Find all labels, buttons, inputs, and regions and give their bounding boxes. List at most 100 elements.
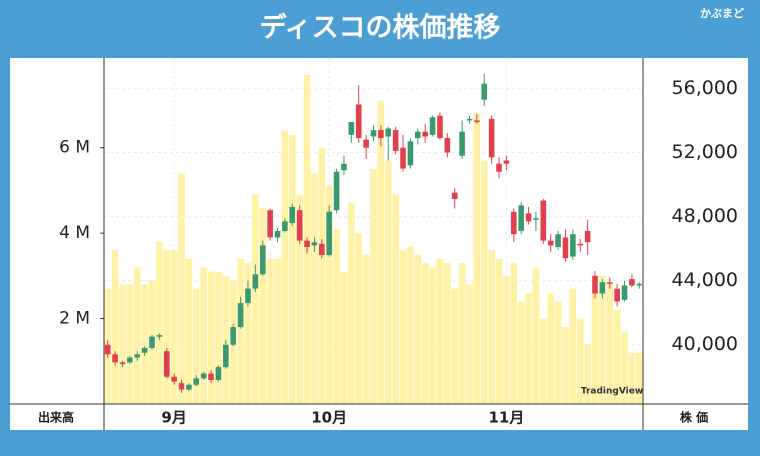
candle-body bbox=[407, 141, 414, 166]
volume-bar bbox=[384, 160, 392, 404]
volume-bar bbox=[584, 344, 591, 404]
volume-bar bbox=[170, 250, 178, 404]
candle-body bbox=[252, 274, 259, 289]
candle-body bbox=[592, 275, 598, 294]
volume-bar bbox=[133, 267, 141, 404]
volume-bar bbox=[562, 327, 569, 404]
candle-body bbox=[606, 282, 613, 284]
volume-bar bbox=[547, 292, 555, 404]
volume-bar bbox=[539, 318, 547, 404]
candle-body bbox=[392, 130, 399, 151]
candle-body bbox=[577, 243, 584, 246]
volume-bar bbox=[399, 250, 407, 404]
volume-bar bbox=[599, 275, 606, 404]
volume-bar bbox=[576, 318, 584, 404]
volume-bar bbox=[392, 194, 399, 404]
y2-tick-label: 4 M bbox=[59, 223, 90, 243]
volume-bar bbox=[635, 352, 643, 404]
candle-body bbox=[200, 373, 207, 379]
volume-bar bbox=[296, 194, 303, 404]
volume-bar bbox=[421, 263, 429, 404]
volume-bar bbox=[333, 228, 340, 404]
volume-bar bbox=[119, 284, 126, 404]
y2-tick-label: 6 M bbox=[59, 138, 90, 158]
candle-body bbox=[156, 335, 163, 337]
volume-bar bbox=[156, 241, 163, 404]
candle-body bbox=[230, 327, 237, 345]
candle-body bbox=[444, 138, 451, 153]
candle-body bbox=[525, 213, 532, 222]
candle-body bbox=[422, 131, 428, 137]
candle-body bbox=[510, 211, 517, 235]
candle-body bbox=[355, 104, 362, 139]
volume-bar bbox=[207, 271, 215, 404]
candle-body bbox=[348, 122, 355, 135]
volume-bar bbox=[613, 310, 621, 404]
volume-bar bbox=[495, 258, 503, 404]
volume-bar bbox=[266, 258, 274, 404]
volume-bar bbox=[259, 207, 267, 404]
candle-body bbox=[599, 282, 606, 294]
candle-body bbox=[378, 130, 384, 139]
volume-bar bbox=[503, 275, 510, 404]
volume-bar bbox=[628, 352, 636, 404]
volume-bar bbox=[517, 301, 525, 404]
y-axis-label: 株 価 bbox=[680, 410, 708, 425]
volume-bar bbox=[444, 263, 451, 404]
y-tick-label: 52,000 bbox=[672, 141, 738, 163]
candle-body bbox=[319, 243, 325, 256]
candle-body bbox=[163, 351, 170, 377]
volume-bar bbox=[362, 254, 370, 404]
candle-body bbox=[104, 344, 111, 355]
candle-body bbox=[363, 139, 369, 148]
candle-body bbox=[134, 354, 141, 358]
volume-bar bbox=[554, 301, 562, 404]
y2-axis-label: 出来高 bbox=[38, 410, 74, 425]
volume-bar bbox=[318, 147, 326, 404]
volume-bar bbox=[348, 203, 355, 404]
volume-bar bbox=[215, 271, 222, 404]
candle-body bbox=[562, 237, 569, 259]
candle-body bbox=[474, 120, 480, 123]
volume-bar bbox=[606, 284, 614, 404]
candle-body bbox=[341, 163, 347, 171]
candle-body bbox=[112, 354, 118, 363]
y-tick-label: 40,000 bbox=[672, 333, 738, 355]
candle-body bbox=[333, 171, 340, 211]
candle-body bbox=[215, 367, 222, 380]
volume-bar bbox=[178, 173, 185, 404]
candle-body bbox=[570, 234, 576, 257]
candle-body bbox=[466, 118, 473, 121]
y2-tick-label: 2 M bbox=[59, 309, 90, 329]
volume-bar bbox=[414, 254, 422, 404]
volume-bar bbox=[274, 258, 281, 404]
chart-title: ディスコの株価推移 bbox=[259, 12, 500, 44]
x-tick-label: 10月 bbox=[311, 409, 347, 427]
candle-body bbox=[282, 221, 288, 231]
volume-bar bbox=[569, 288, 577, 404]
candle-body bbox=[119, 362, 126, 364]
candle-body bbox=[414, 131, 421, 139]
volume-bar bbox=[200, 267, 208, 404]
y-tick-label: 44,000 bbox=[672, 269, 738, 291]
volume-bar bbox=[532, 267, 540, 404]
volume-bar bbox=[466, 284, 473, 404]
volume-bar bbox=[488, 250, 495, 404]
volume-bar bbox=[525, 292, 532, 404]
candle-body bbox=[636, 283, 643, 286]
volume-bar bbox=[436, 258, 444, 404]
x-tick-label: 9月 bbox=[161, 409, 186, 427]
candle-body bbox=[289, 206, 296, 223]
candle-body bbox=[208, 373, 214, 380]
volume-bar bbox=[222, 275, 230, 404]
candle-body bbox=[540, 200, 547, 241]
candle-body bbox=[171, 376, 177, 382]
candle-body bbox=[451, 192, 458, 199]
volume-bar bbox=[473, 113, 481, 405]
volume-bar bbox=[325, 186, 333, 404]
watermark: TradingView bbox=[581, 387, 643, 397]
x-tick-label: 11月 bbox=[488, 409, 524, 427]
volume-bar bbox=[458, 263, 466, 404]
candle-body bbox=[274, 231, 281, 238]
